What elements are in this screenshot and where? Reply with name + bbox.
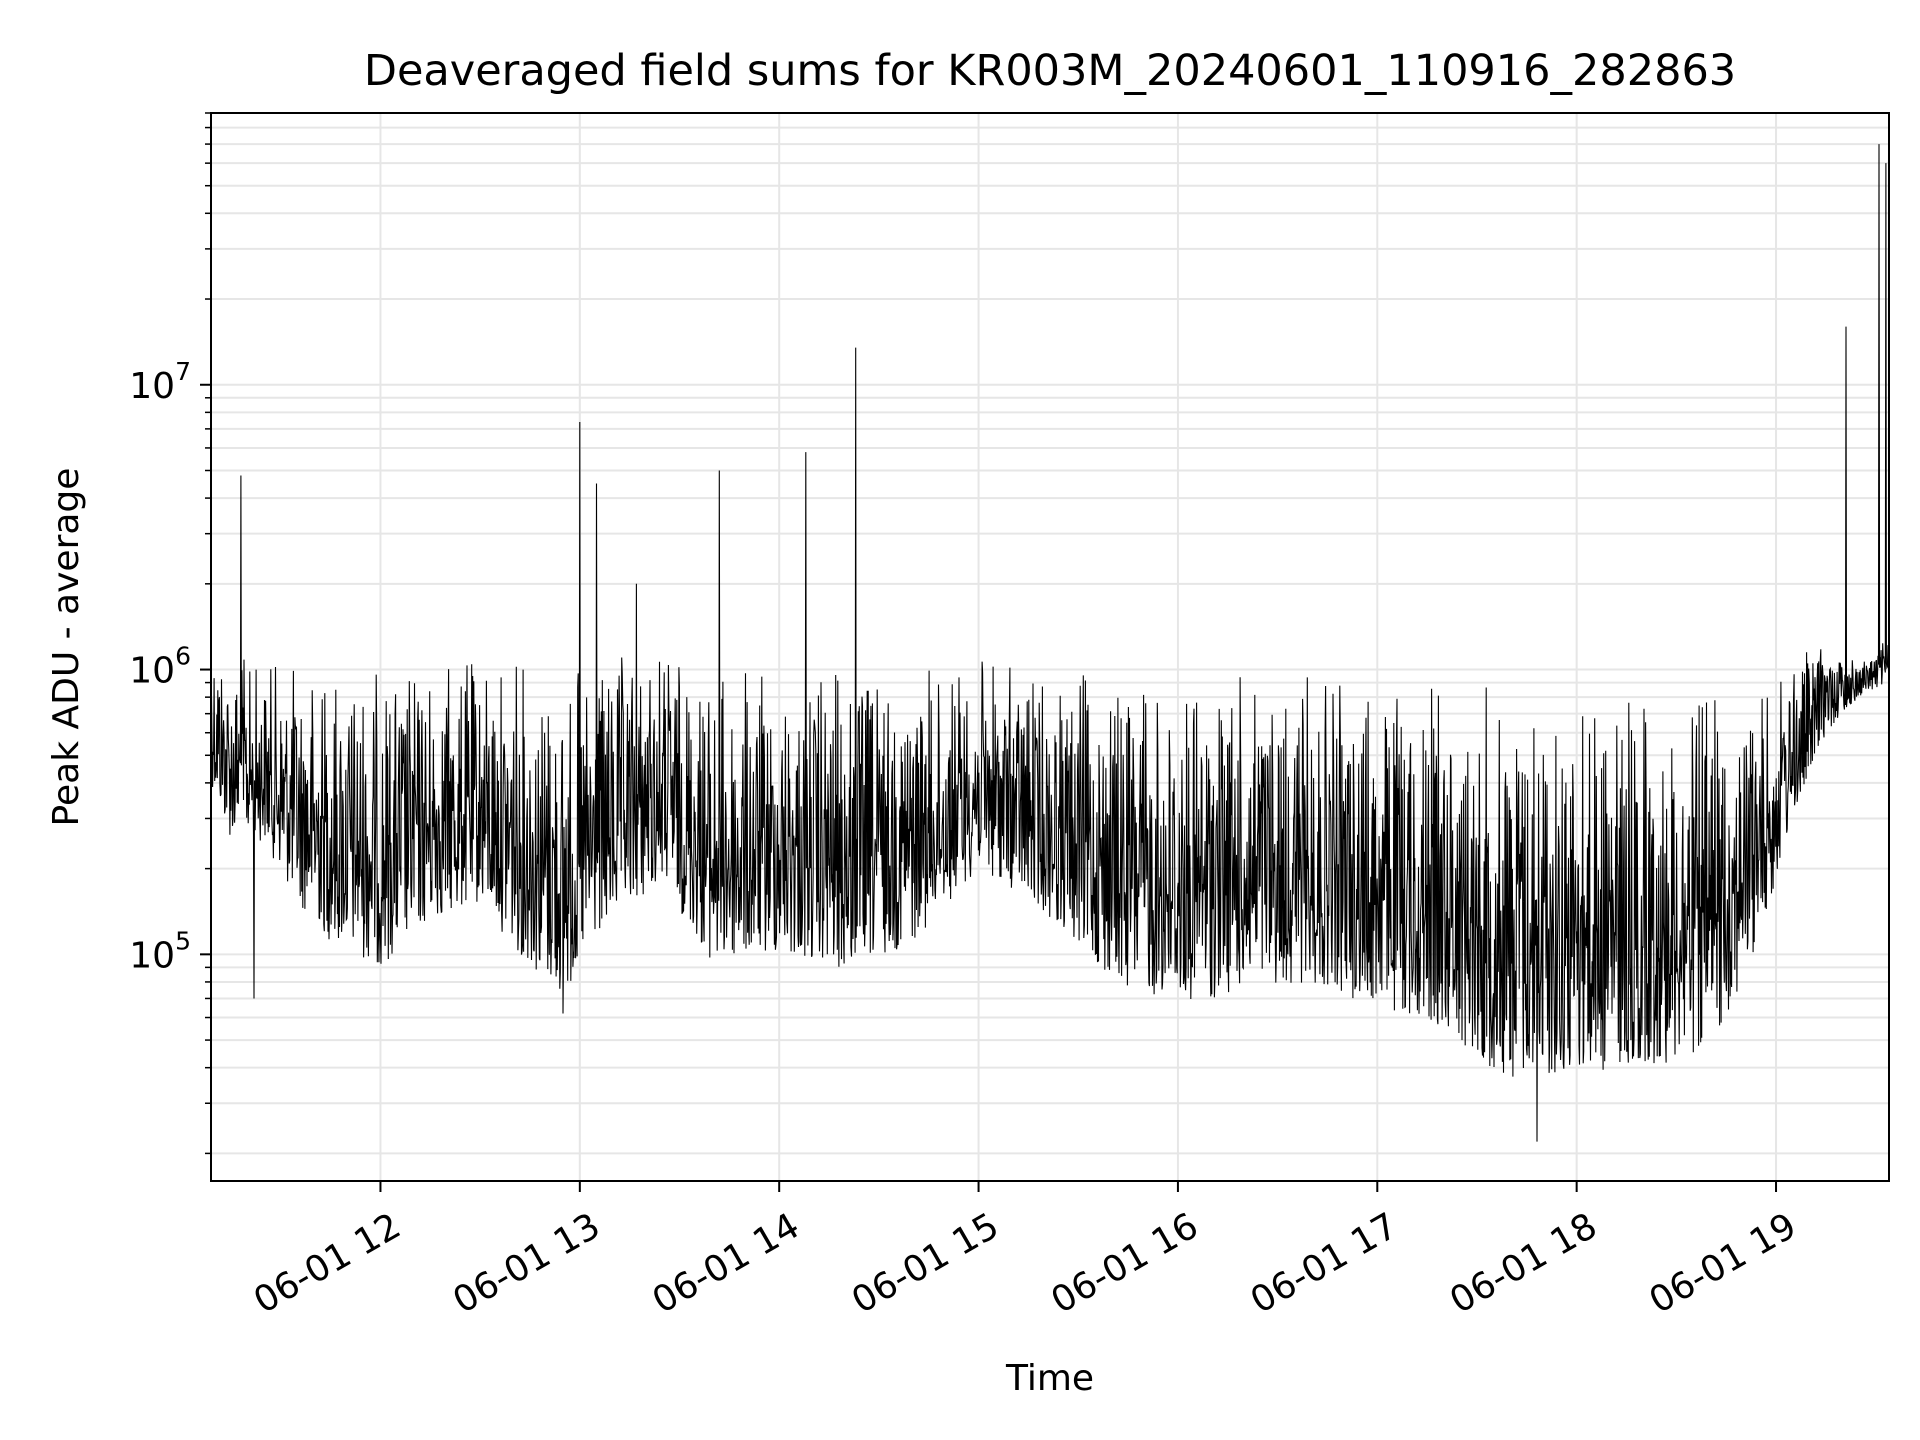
y-axis: 105 106 107 <box>129 112 211 1155</box>
y-axis-label: Peak ADU - average <box>46 468 87 827</box>
y-tick-label: 106 <box>129 642 191 692</box>
plot-frame <box>210 112 1890 1182</box>
x-axis-label: Time <box>1005 1358 1094 1399</box>
data-line <box>210 144 1890 1142</box>
series-line <box>210 144 1890 1142</box>
chart-title: Deaveraged field sums for KR003M_2024060… <box>364 46 1736 96</box>
y-tick-label: 107 <box>129 357 191 407</box>
y-tick-label: 105 <box>129 926 191 976</box>
